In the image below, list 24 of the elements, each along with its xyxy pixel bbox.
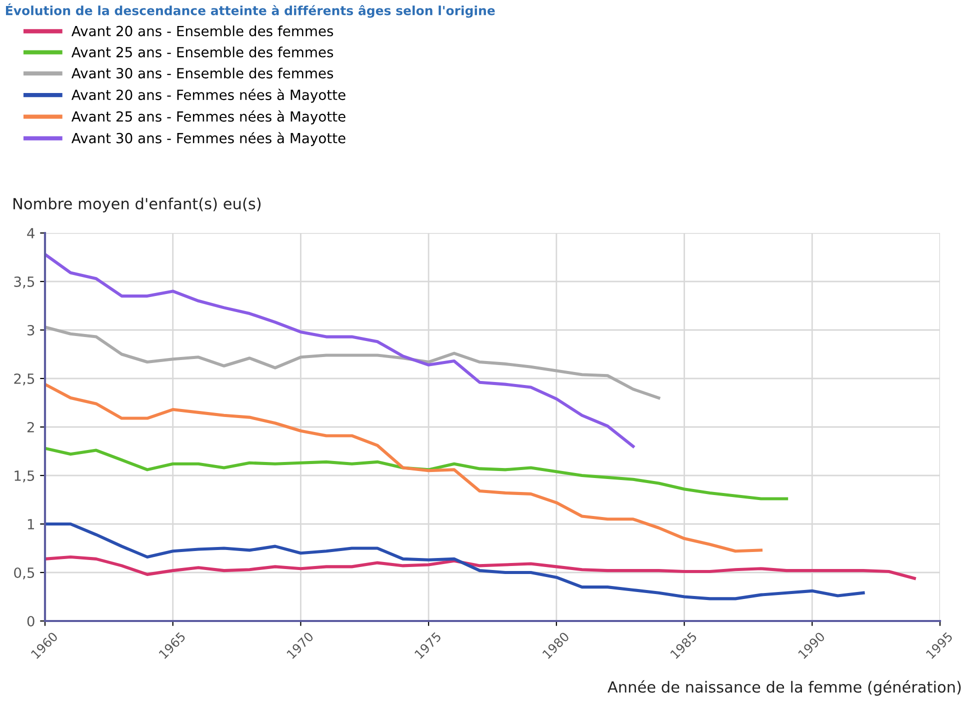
- line-series: [45, 555, 916, 580]
- y-tick-label: 4: [27, 228, 34, 238]
- line-series: [45, 326, 660, 400]
- legend-label: Avant 30 ans - Femmes nées à Mayotte: [71, 132, 346, 146]
- line-series: [45, 382, 763, 553]
- line-series: [45, 522, 865, 600]
- line-series: [45, 446, 788, 500]
- y-tick-label: 0,5: [14, 567, 34, 580]
- y-tick-label: 0: [27, 616, 34, 626]
- legend-label: Avant 25 ans - Femmes nées à Mayotte: [71, 110, 346, 124]
- legend-label: Avant 20 ans - Ensemble des femmes: [71, 26, 334, 36]
- y-tick-label: 1: [28, 519, 34, 530]
- y-axis-title: Nombre moyen d'enfant(s) eu(s): [14, 198, 261, 212]
- line-series: [45, 252, 635, 448]
- x-axis-title: Année de naissance de la femme (génération): [608, 680, 961, 696]
- legend-label: Avant 20 ans - Femmes nées à Mayotte: [71, 88, 346, 103]
- y-tick-label: 3: [28, 324, 34, 336]
- y-tick-label: 2,5: [14, 373, 34, 386]
- chart-title: Évolution de la descendance atteinte à différents âges selon l'origine: [6, 4, 495, 18]
- y-tick-label: 1,5: [14, 470, 34, 482]
- legend-label: Avant 25 ans - Ensemble des femmes: [71, 46, 334, 58]
- y-tick-label: 2: [27, 422, 34, 432]
- legend-label: Avant 30 ans - Ensemble des femmes: [71, 68, 334, 78]
- y-tick-label: 3,5: [14, 276, 34, 288]
